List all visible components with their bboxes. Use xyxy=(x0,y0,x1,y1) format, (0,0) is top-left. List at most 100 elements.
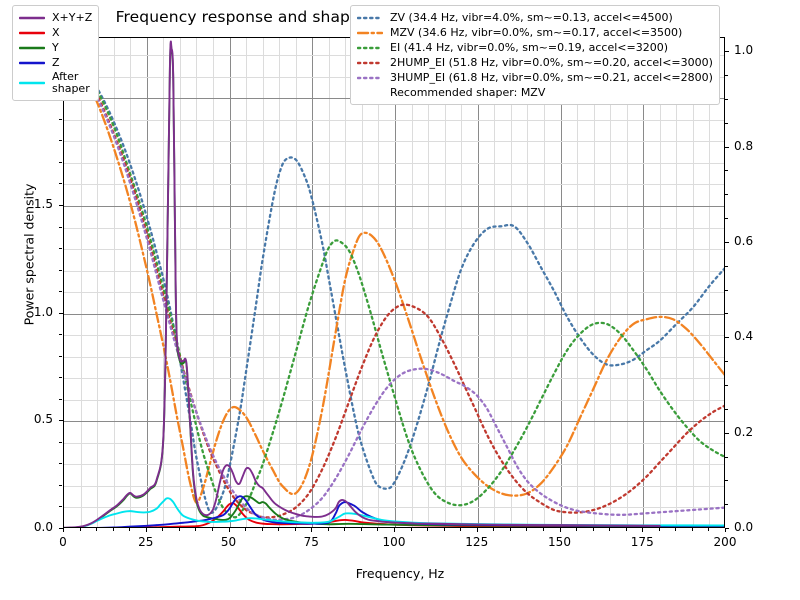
series-after-shaper xyxy=(74,497,724,527)
legend-item-after-shaper[interactable]: After shaper xyxy=(19,70,92,96)
legend-item-ei[interactable]: EI (41.4 Hz, vibr=0.0%, sm~=0.19, accel<… xyxy=(357,40,713,55)
x-tick xyxy=(559,528,561,532)
gridline xyxy=(64,270,724,272)
gridline xyxy=(64,464,724,466)
y-left-tick xyxy=(59,484,62,486)
gridline xyxy=(279,38,281,527)
y-right-tick xyxy=(725,361,728,363)
x-tick xyxy=(211,528,213,531)
gridline xyxy=(130,38,132,527)
legend-item-zv[interactable]: ZV (34.4 Hz, vibr=4.0%, sm~=0.13, accel<… xyxy=(357,10,713,25)
gridline xyxy=(510,38,512,527)
legend-swatch xyxy=(19,78,45,88)
y-right-tick xyxy=(725,146,729,148)
x-tick xyxy=(592,528,594,531)
legend-item-x-y-z[interactable]: X+Y+Z xyxy=(19,10,92,25)
y-right-tick-label: 0.0 xyxy=(734,520,754,534)
gridline xyxy=(64,335,724,337)
legend-item-x[interactable]: X xyxy=(19,25,92,40)
legend-item-label: Y xyxy=(52,40,59,54)
y-right-tick xyxy=(725,122,728,124)
gridline xyxy=(179,38,181,527)
x-tick xyxy=(63,528,64,532)
x-tick-label: 50 xyxy=(220,535,237,549)
x-tick xyxy=(410,528,412,531)
legend-item-3hump-ei[interactable]: 3HUMP_EI (61.8 Hz, vibr=0.0%, sm~=0.21, … xyxy=(357,70,713,85)
y-left-tick xyxy=(59,377,62,379)
y-right-tick-label: 1.0 xyxy=(734,43,754,58)
legend-item-label: X xyxy=(52,25,60,39)
legend-swatch xyxy=(357,43,383,53)
x-tick-label: 25 xyxy=(138,535,154,549)
gridline xyxy=(461,38,463,527)
series-mzv xyxy=(64,51,724,504)
x-tick xyxy=(360,528,362,531)
x-tick xyxy=(394,528,395,532)
gridline xyxy=(64,162,724,164)
gridline xyxy=(163,38,165,527)
gridline xyxy=(676,38,678,527)
x-tick xyxy=(195,528,197,531)
gridline xyxy=(444,38,446,527)
psd-legend[interactable]: X+Y+Z X Y Z After shaper xyxy=(12,5,100,101)
x-tick xyxy=(294,528,296,531)
x-tick xyxy=(576,528,578,531)
y-right-tick xyxy=(725,313,728,315)
y-right-tick xyxy=(725,432,729,434)
x-tick xyxy=(427,528,429,531)
shaper-legend[interactable]: ZV (34.4 Hz, vibr=4.0%, sm~=0.13, accel<… xyxy=(350,5,720,105)
gridline xyxy=(428,38,430,527)
y-left-tick xyxy=(59,398,62,400)
y-left-tick xyxy=(59,463,62,465)
x-tick xyxy=(725,528,726,532)
gridline xyxy=(262,38,264,527)
x-tick xyxy=(327,528,329,531)
gridline xyxy=(196,38,198,527)
series-zv xyxy=(64,51,724,514)
x-tick xyxy=(377,528,379,531)
gridline xyxy=(527,38,529,527)
gridline xyxy=(64,356,724,358)
legend-swatch xyxy=(19,58,45,68)
legend-item-label-line: After xyxy=(52,70,79,84)
x-tick xyxy=(79,528,81,531)
y-left-tick xyxy=(59,118,62,120)
legend-swatch xyxy=(357,73,383,83)
gridline xyxy=(543,38,545,527)
y-right-tick xyxy=(725,51,729,53)
x-tick-label: 200 xyxy=(713,535,737,549)
gridline xyxy=(64,119,724,121)
legend-item-mzv[interactable]: MZV (34.6 Hz, vibr=0.0%, sm~=0.17, accel… xyxy=(357,25,713,40)
gridline xyxy=(64,421,724,423)
legend-item-label: Z xyxy=(52,55,60,69)
gridline xyxy=(64,507,724,509)
gridline xyxy=(378,38,380,527)
x-tick xyxy=(509,528,511,531)
y-right-tick xyxy=(725,384,728,386)
x-tick xyxy=(245,528,247,531)
y-right-tick xyxy=(725,504,728,506)
y-left-tick xyxy=(59,420,63,422)
x-tick xyxy=(526,528,528,531)
x-tick xyxy=(476,528,478,532)
x-tick xyxy=(311,528,313,532)
x-tick xyxy=(493,528,495,531)
y-left-tick xyxy=(59,506,62,508)
recommended-shaper-note: Recommended shaper: MZV xyxy=(390,86,546,99)
legend-item-label: MZV (34.6 Hz, vibr=0.0%, sm~=0.17, accel… xyxy=(390,25,683,39)
x-tick-label: 0 xyxy=(59,535,67,549)
gridline xyxy=(64,292,724,294)
gridline xyxy=(477,38,479,527)
legend-item-z[interactable]: Z xyxy=(19,55,92,70)
legend-item-label: After shaper xyxy=(52,71,90,95)
legend-item-y[interactable]: Y xyxy=(19,40,92,55)
x-tick-label: 75 xyxy=(303,535,319,549)
y-right-tick xyxy=(725,456,728,458)
legend-item-2hump-ei[interactable]: 2HUMP_EI (51.8 Hz, vibr=0.0%, sm~=0.20, … xyxy=(357,55,713,70)
gridline xyxy=(64,485,724,487)
y-right-tick xyxy=(725,194,728,196)
y-left-tick xyxy=(59,269,62,271)
y-right-tick-label: 0.6 xyxy=(734,233,754,248)
gridline xyxy=(64,249,724,251)
x-tick xyxy=(691,528,693,531)
